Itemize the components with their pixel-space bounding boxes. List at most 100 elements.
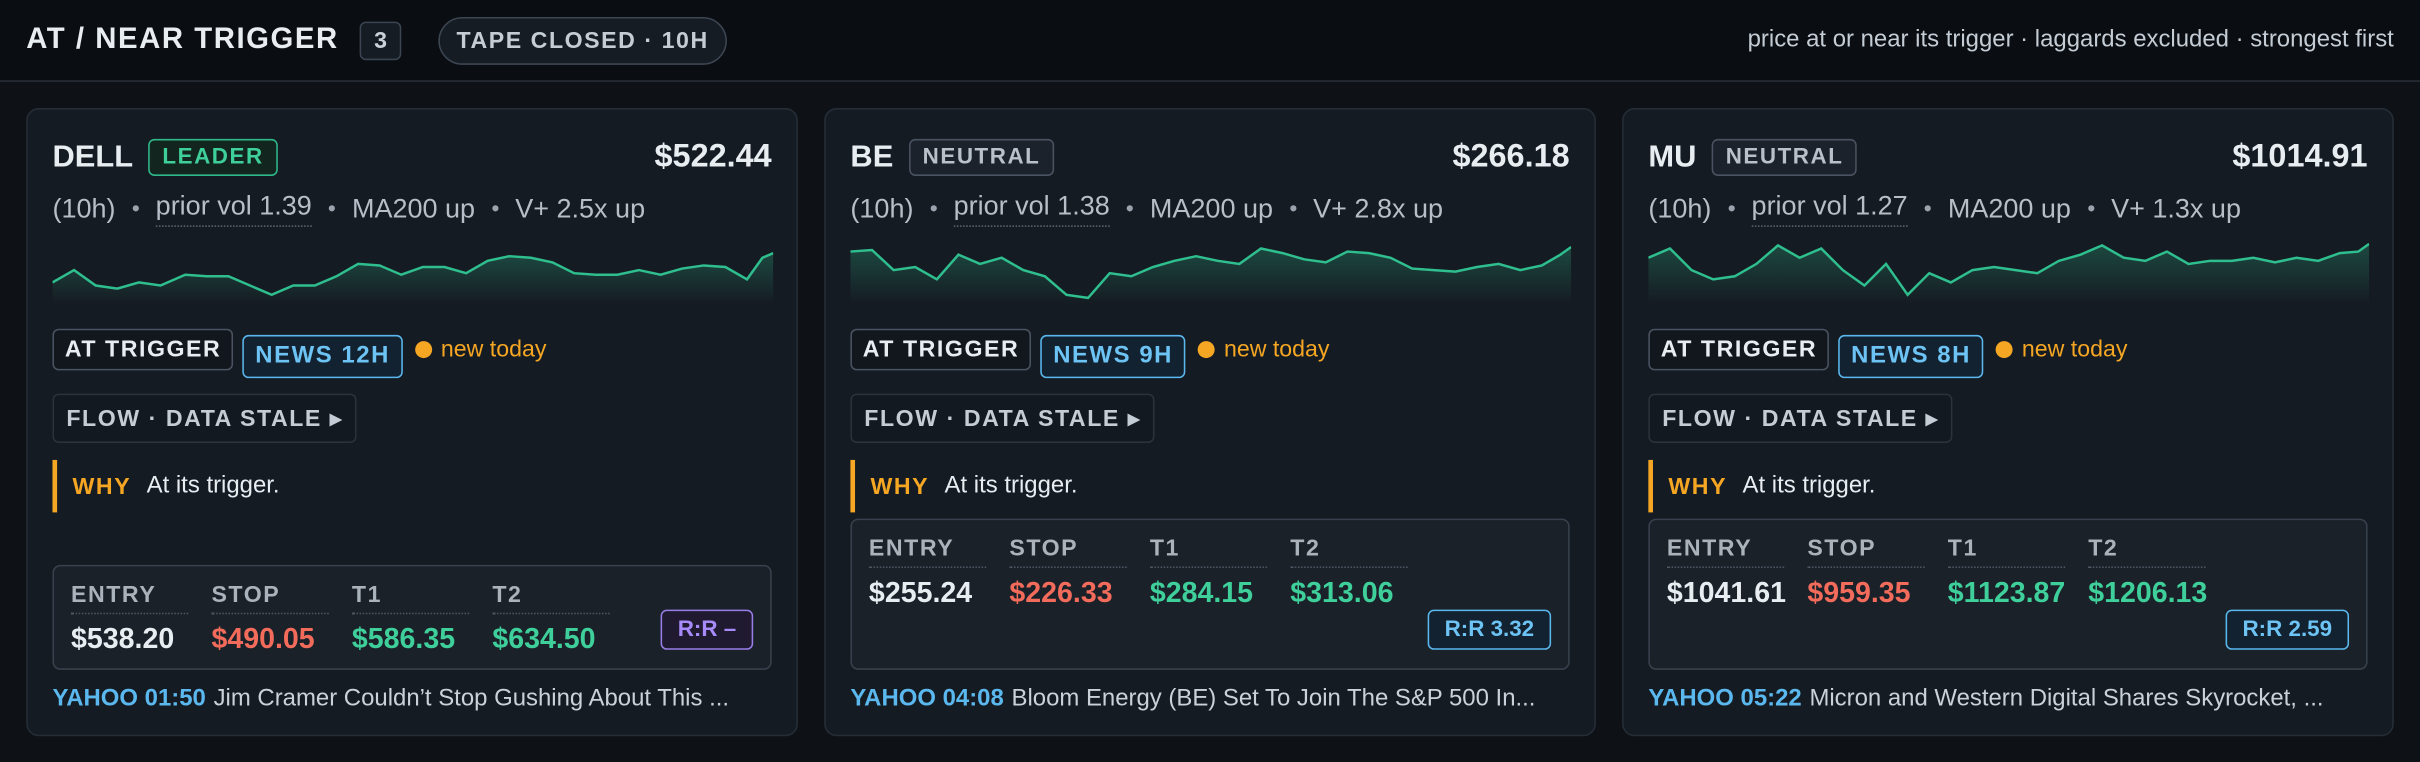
sparkline-line bbox=[850, 245, 1572, 300]
level: T1 $586.35 bbox=[351, 582, 492, 656]
sparkline-svg bbox=[850, 245, 1572, 305]
level-value: $634.50 bbox=[492, 621, 596, 655]
sparkline-area bbox=[850, 246, 1572, 305]
meta-item: V+ 1.3x up bbox=[2111, 192, 2241, 224]
why-text: At its trigger. bbox=[944, 472, 1078, 499]
meta-item: V+ 2.5x up bbox=[515, 192, 646, 224]
news-headline[interactable]: Bloom Energy (BE) Set To Join The S&P 50… bbox=[1011, 685, 1536, 712]
badge: AT TRIGGER bbox=[1648, 327, 1830, 370]
level-value: $490.05 bbox=[211, 621, 315, 655]
level-label: STOP bbox=[211, 582, 329, 615]
sparkline-line bbox=[51, 251, 774, 297]
level-value: $959.35 bbox=[1807, 575, 1911, 609]
meta-item: V+ 2.8x up bbox=[1313, 192, 1444, 224]
ticker-card: DELL LEADER $522.44 (10h) prior vol 1.39 MA20… bbox=[26, 108, 798, 737]
level-label: T2 bbox=[1290, 536, 1408, 568]
level-label: ENTRY bbox=[1666, 536, 1785, 568]
levels-box: ENTRY $538.20 STOP $490.05 T1 $586.35 T2 $634.5… bbox=[52, 564, 772, 670]
news-line: YAHOO 01:50 Jim Cramer Couldn’t Stop Gush… bbox=[52, 685, 771, 713]
why-text: At its trigger. bbox=[1742, 472, 1876, 499]
meta-item: MA200 up bbox=[1947, 192, 2071, 224]
level-label: ENTRY bbox=[868, 536, 987, 568]
risk-reward: R:R 3.32 bbox=[1427, 609, 1552, 650]
sparkline-area bbox=[1648, 243, 2370, 305]
level-label: ENTRY bbox=[70, 582, 189, 615]
status-dot bbox=[1197, 340, 1215, 358]
separator-dot bbox=[1289, 205, 1297, 212]
count: 3 bbox=[360, 20, 401, 60]
level: ENTRY $255.24 bbox=[868, 536, 1009, 610]
sparkline-area bbox=[52, 253, 774, 305]
status-pill: TAPE CLOSED · 10H bbox=[437, 16, 728, 65]
badge: AT TRIGGER bbox=[52, 327, 234, 370]
separator-dot bbox=[328, 205, 335, 212]
separator-dot bbox=[1126, 205, 1133, 212]
meta-item: (10h) bbox=[52, 192, 116, 224]
level: STOP $959.35 bbox=[1807, 536, 1947, 610]
meta-row: (10h) prior vol 1.39 MA200 up V+ 2.5x up bbox=[52, 190, 771, 227]
price: $266.18 bbox=[1452, 138, 1570, 175]
level-value: $586.35 bbox=[351, 621, 456, 655]
separator-dot bbox=[930, 205, 937, 212]
separator-dot bbox=[492, 205, 499, 212]
why-label: WHY bbox=[870, 473, 930, 500]
level: T2 $1206.13 bbox=[2088, 536, 2228, 610]
ticker-card: BE NEUTRAL $266.18 (10h) prior vol 1.38 MA200… bbox=[824, 108, 1596, 737]
level-label: T1 bbox=[1947, 536, 2066, 568]
separator-dot bbox=[1728, 205, 1735, 212]
level-value: $1206.13 bbox=[2088, 575, 2208, 609]
meta-item: prior vol 1.38 bbox=[953, 190, 1110, 227]
risk-reward: R:R – bbox=[660, 609, 754, 650]
flow-toggle[interactable]: FLOW · DATA STALE ▸ bbox=[52, 393, 357, 443]
ticker: DELL bbox=[52, 139, 134, 174]
card-header: MU NEUTRAL $1014.91 bbox=[1648, 137, 2368, 177]
badge: AT TRIGGER bbox=[850, 327, 1032, 370]
sparkline bbox=[1647, 242, 2370, 305]
badge: NEWS 12H bbox=[242, 334, 403, 379]
level: T2 $313.06 bbox=[1290, 536, 1430, 610]
level: ENTRY $538.20 bbox=[70, 582, 211, 656]
card-header: DELL LEADER $522.44 bbox=[52, 137, 772, 177]
news-line: YAHOO 05:22 Micron and Western Digital Sh… bbox=[1648, 685, 2367, 713]
news-source: YAHOO 05:22 bbox=[1648, 685, 1802, 712]
news-headline[interactable]: Micron and Western Digital Shares Skyroc… bbox=[1809, 685, 2324, 712]
tag: LEADER bbox=[148, 138, 278, 176]
sparkline bbox=[850, 242, 1572, 305]
new-label: new today bbox=[1223, 335, 1330, 362]
sparkline-line bbox=[1647, 242, 2370, 297]
news-line: YAHOO 04:08 Bloom Energy (BE) Set To Join… bbox=[850, 685, 1569, 713]
ticker: BE bbox=[850, 139, 894, 174]
new-label: new today bbox=[440, 335, 547, 362]
level: T1 $1123.87 bbox=[1947, 536, 2088, 610]
status-dot bbox=[1995, 340, 2013, 358]
meta-item: MA200 up bbox=[351, 192, 476, 224]
price: $1014.91 bbox=[2232, 138, 2368, 175]
news-source: YAHOO 04:08 bbox=[850, 685, 1004, 712]
why-box: WHY At its trigger. bbox=[850, 459, 1569, 513]
meta-item: (10h) bbox=[850, 192, 914, 224]
level-label: STOP bbox=[1807, 536, 1925, 568]
why-text: At its trigger. bbox=[146, 472, 280, 499]
level-label: T1 bbox=[1149, 536, 1268, 568]
badge: NEWS 9H bbox=[1040, 334, 1186, 379]
level-value: $284.15 bbox=[1149, 575, 1254, 609]
title: AT / NEAR TRIGGER bbox=[26, 23, 339, 56]
levels-box: ENTRY $255.24 STOP $226.33 T1 $284.15 T2 $313.0… bbox=[850, 518, 1570, 670]
level: STOP $490.05 bbox=[211, 582, 351, 656]
header: AT / NEAR TRIGGER 3 TAPE CLOSED · 10H pr… bbox=[0, 0, 2420, 82]
card-header: BE NEUTRAL $266.18 bbox=[850, 137, 1570, 177]
why-box: WHY At its trigger. bbox=[1648, 459, 2367, 513]
flow-toggle[interactable]: FLOW · DATA STALE ▸ bbox=[1648, 393, 1953, 443]
level-value: $226.33 bbox=[1009, 575, 1113, 609]
meta-row: (10h) prior vol 1.38 MA200 up V+ 2.8x up bbox=[850, 190, 1569, 227]
flow-toggle[interactable]: FLOW · DATA STALE ▸ bbox=[850, 393, 1155, 443]
news-headline[interactable]: Jim Cramer Couldn’t Stop Gushing About T… bbox=[213, 685, 730, 712]
meta-item: (10h) bbox=[1648, 192, 1712, 224]
badge-row: AT TRIGGER NEWS 9H new today bbox=[850, 319, 1569, 379]
sparkline-svg bbox=[1647, 242, 2370, 305]
separator-dot bbox=[132, 205, 139, 212]
why-label: WHY bbox=[1668, 473, 1728, 500]
meta-item: prior vol 1.27 bbox=[1751, 190, 1908, 227]
